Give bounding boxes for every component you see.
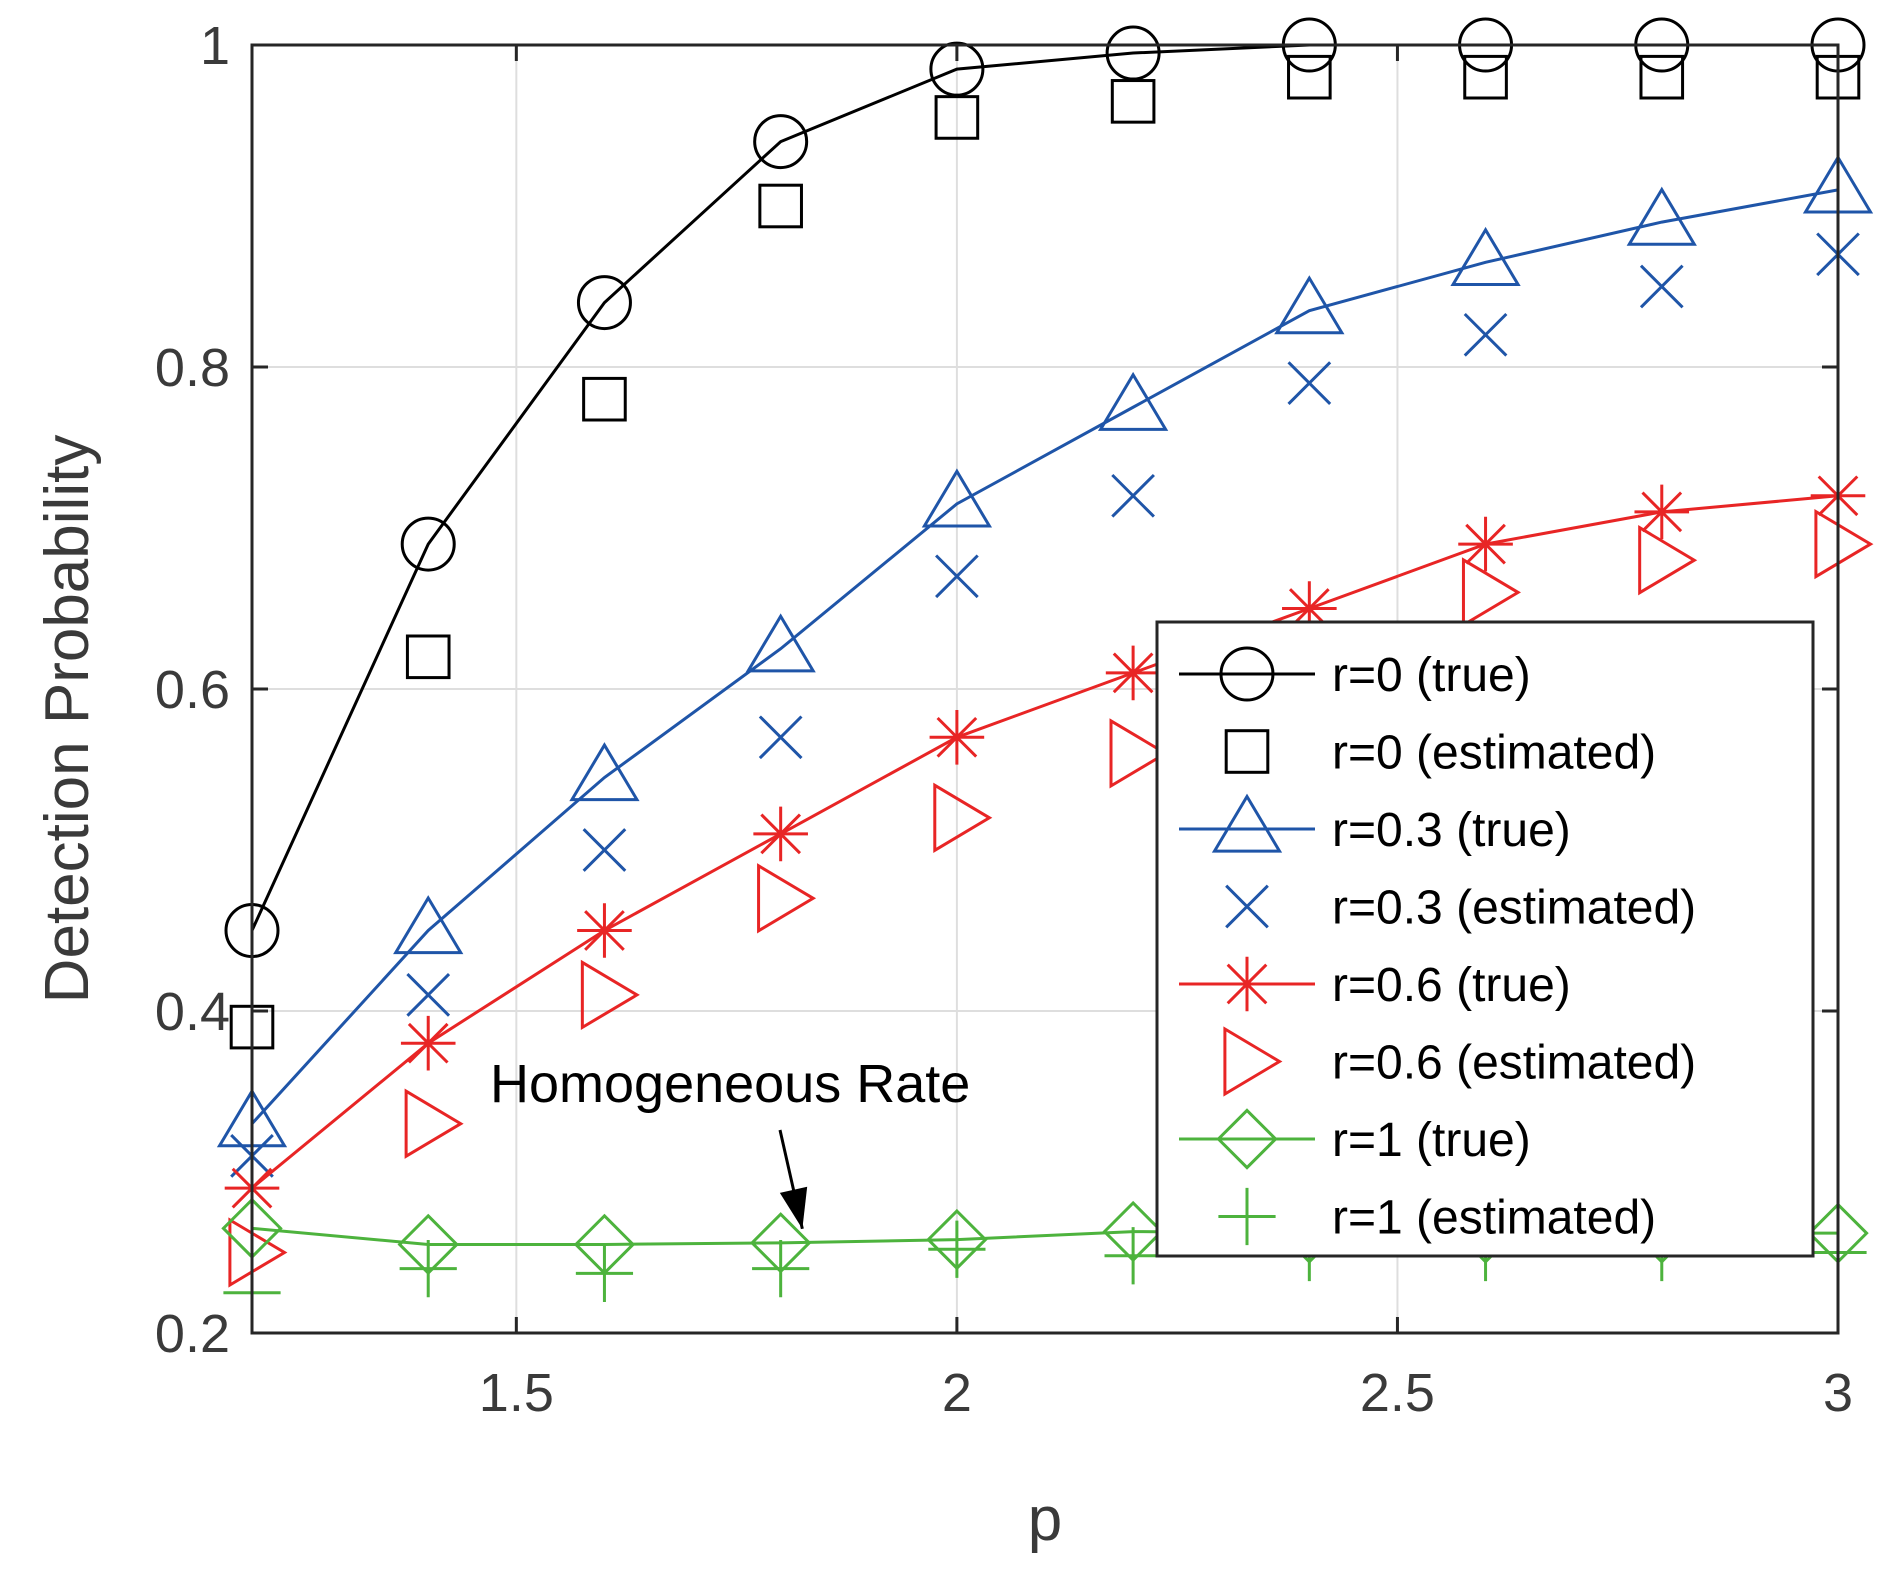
series-line bbox=[250, 188, 1839, 1125]
series-line bbox=[251, 494, 1839, 1190]
legend-entry-0: r=0 (true) bbox=[1179, 646, 1531, 702]
data-point-square bbox=[1287, 54, 1332, 100]
legend-marker-x bbox=[1225, 884, 1269, 929]
data-point-asterisk bbox=[1458, 516, 1513, 572]
legend-entry-6: r=1 (true) bbox=[1179, 1108, 1531, 1170]
data-point-asterisk bbox=[400, 1015, 456, 1071]
legend-marker-plus bbox=[1218, 1187, 1276, 1246]
legend-entry-5: r=0.6 (estimated) bbox=[1223, 1026, 1696, 1097]
legend-label: r=0.3 (true) bbox=[1332, 804, 1571, 857]
legend-label: r=0 (true) bbox=[1332, 649, 1531, 702]
legend-marker-circle bbox=[1219, 646, 1275, 702]
data-point-square bbox=[758, 183, 803, 229]
legend-marker-diamond bbox=[1216, 1108, 1278, 1170]
data-point-triangle-right bbox=[757, 863, 817, 934]
legend: r=0 (true) r=0 (estimated) r=0.3 (true) r=0… bbox=[1155, 620, 1815, 1258]
annotation-arrow-head bbox=[779, 1186, 808, 1229]
annotation-homogeneous-rate: Homogeneous Rate bbox=[490, 1054, 970, 1114]
data-point-triangle-up bbox=[1097, 371, 1169, 431]
data-point-circle bbox=[1105, 25, 1161, 81]
data-point-plus bbox=[399, 1240, 457, 1298]
data-point-circle bbox=[753, 114, 809, 170]
legend-entry-3: r=0.3 (estimated) bbox=[1225, 882, 1696, 935]
data-point-plus bbox=[752, 1240, 810, 1298]
legend-label: r=0 (estimated) bbox=[1332, 727, 1656, 780]
data-point-triangle-right bbox=[1461, 557, 1521, 628]
y-tick-label: 1 bbox=[200, 16, 230, 76]
legend-label: r=0.6 (estimated) bbox=[1332, 1037, 1696, 1090]
series-4 bbox=[224, 468, 1866, 1216]
data-point-triangle-up bbox=[1274, 275, 1345, 335]
data-point-triangle-up bbox=[745, 613, 816, 673]
x-tick-label: 3 bbox=[1823, 1363, 1853, 1423]
y-tick-label: 0.8 bbox=[155, 338, 230, 398]
legend-entry-1: r=0 (estimated) bbox=[1224, 727, 1656, 780]
data-point-x bbox=[406, 973, 451, 1017]
y-axis-label: Detection Probability bbox=[33, 435, 102, 1004]
y-tick-label: 0.2 bbox=[155, 1304, 230, 1364]
data-point-triangle-right bbox=[1109, 718, 1169, 789]
data-point-triangle-right bbox=[228, 1217, 288, 1288]
data-point-square bbox=[405, 634, 451, 680]
data-point-triangle-right bbox=[1814, 508, 1874, 580]
legend-marker-square bbox=[1224, 729, 1270, 774]
data-point-triangle-right bbox=[933, 782, 993, 853]
data-point-x bbox=[1287, 361, 1332, 405]
data-point-triangle-up bbox=[921, 468, 993, 528]
data-point-circle bbox=[400, 516, 456, 572]
data-point-triangle-up bbox=[1450, 226, 1521, 286]
data-point-triangle-up bbox=[393, 895, 464, 955]
data-point-x bbox=[1463, 312, 1508, 357]
x-axis-label: p bbox=[1028, 1485, 1062, 1554]
data-point-square bbox=[934, 95, 980, 140]
data-point-plus bbox=[928, 1220, 986, 1278]
data-point-triangle-up bbox=[1626, 186, 1697, 246]
data-point-x bbox=[582, 828, 627, 872]
data-point-x bbox=[1111, 473, 1155, 518]
data-point-x bbox=[758, 715, 803, 760]
data-point-asterisk bbox=[929, 710, 985, 765]
y-tick-label: 0.6 bbox=[155, 660, 230, 720]
data-point-triangle-up bbox=[569, 742, 640, 802]
legend-label: r=0.3 (estimated) bbox=[1332, 882, 1696, 935]
data-point-x bbox=[1639, 264, 1684, 309]
data-point-asterisk bbox=[1282, 581, 1337, 636]
legend-entry-4: r=0.6 (true) bbox=[1179, 956, 1571, 1012]
legend-label: r=1 (true) bbox=[1332, 1114, 1531, 1167]
data-point-triangle-right bbox=[580, 959, 640, 1031]
annotation: Homogeneous Rate bbox=[490, 1054, 970, 1230]
series-3 bbox=[230, 232, 1860, 1178]
data-point-asterisk bbox=[1634, 484, 1690, 540]
legend-marker-triangle-right bbox=[1223, 1026, 1283, 1097]
series-2 bbox=[216, 154, 1874, 1148]
data-point-asterisk bbox=[577, 903, 632, 958]
x-tick-label: 2 bbox=[942, 1363, 972, 1423]
legend-label: r=1 (estimated) bbox=[1332, 1192, 1656, 1245]
data-point-plus bbox=[1104, 1227, 1162, 1285]
legend-label: r=0.6 (true) bbox=[1332, 959, 1571, 1012]
data-point-square bbox=[1463, 54, 1508, 100]
data-point-triangle-right bbox=[404, 1088, 464, 1159]
x-tick-label: 2.5 bbox=[1360, 1363, 1435, 1423]
data-point-plus bbox=[575, 1244, 634, 1303]
axis-ticks: 1.5 2 2.5 3 0.2 0.4 0.6 0.8 1 bbox=[155, 16, 1853, 1423]
y-tick-label: 0.4 bbox=[155, 982, 230, 1042]
legend-entry-2: r=0.3 (true) bbox=[1179, 793, 1571, 857]
data-point-x bbox=[935, 554, 979, 599]
data-point-circle bbox=[576, 275, 632, 331]
legend-marker-triangle-up bbox=[1211, 793, 1283, 853]
x-tick-label: 1.5 bbox=[479, 1363, 554, 1423]
data-point-square bbox=[582, 376, 627, 422]
legend-entry-7: r=1 (estimated) bbox=[1218, 1187, 1656, 1246]
data-point-square bbox=[1110, 79, 1156, 124]
legend-marker-asterisk bbox=[1219, 956, 1275, 1012]
data-point-asterisk bbox=[753, 806, 808, 862]
data-point-square bbox=[1639, 54, 1685, 100]
data-point-triangle-right bbox=[1638, 525, 1698, 596]
data-point-asterisk bbox=[1105, 645, 1161, 701]
